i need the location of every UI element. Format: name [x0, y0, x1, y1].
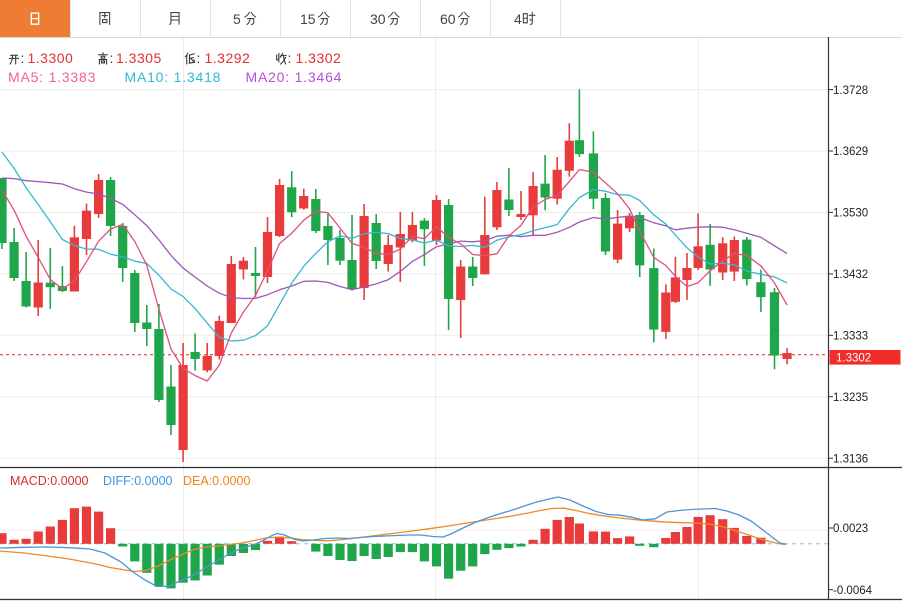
svg-text:DIFF:0.0000: DIFF:0.0000 [103, 474, 173, 488]
svg-text:1.3300: 1.3300 [28, 50, 74, 66]
svg-text:1.3530: 1.3530 [833, 208, 868, 220]
svg-text:MACD:0.0000: MACD:0.0000 [10, 474, 89, 488]
svg-text:30: 30 [370, 11, 386, 27]
svg-text::: : [288, 50, 292, 66]
svg-text:1.3629: 1.3629 [833, 146, 868, 158]
svg-text:1.3302: 1.3302 [836, 353, 871, 365]
svg-text:1.3136: 1.3136 [833, 453, 868, 465]
svg-text:1.3235: 1.3235 [833, 392, 868, 404]
svg-text:1.3302: 1.3302 [296, 50, 342, 66]
svg-text:5: 5 [233, 11, 241, 27]
svg-text:1.3432: 1.3432 [833, 269, 868, 281]
svg-text:-0.0064: -0.0064 [833, 585, 873, 597]
svg-text:60: 60 [440, 11, 456, 27]
svg-text:1.3292: 1.3292 [205, 50, 251, 66]
svg-text::: : [110, 50, 114, 66]
svg-text:15: 15 [300, 11, 316, 27]
svg-text:MA20: 1.3464: MA20: 1.3464 [246, 69, 343, 85]
svg-text:MA5: 1.3383: MA5: 1.3383 [8, 69, 96, 85]
svg-text:MA10: 1.3418: MA10: 1.3418 [125, 69, 222, 85]
svg-text:4: 4 [514, 11, 522, 27]
svg-text:1.3728: 1.3728 [833, 85, 868, 97]
svg-text:1.3305: 1.3305 [116, 50, 162, 66]
svg-text::: : [21, 50, 25, 66]
svg-text:DEA:0.0000: DEA:0.0000 [183, 474, 250, 488]
svg-text::: : [197, 50, 201, 66]
svg-text:1.3333: 1.3333 [833, 331, 868, 343]
svg-text:0.0023: 0.0023 [833, 523, 868, 535]
